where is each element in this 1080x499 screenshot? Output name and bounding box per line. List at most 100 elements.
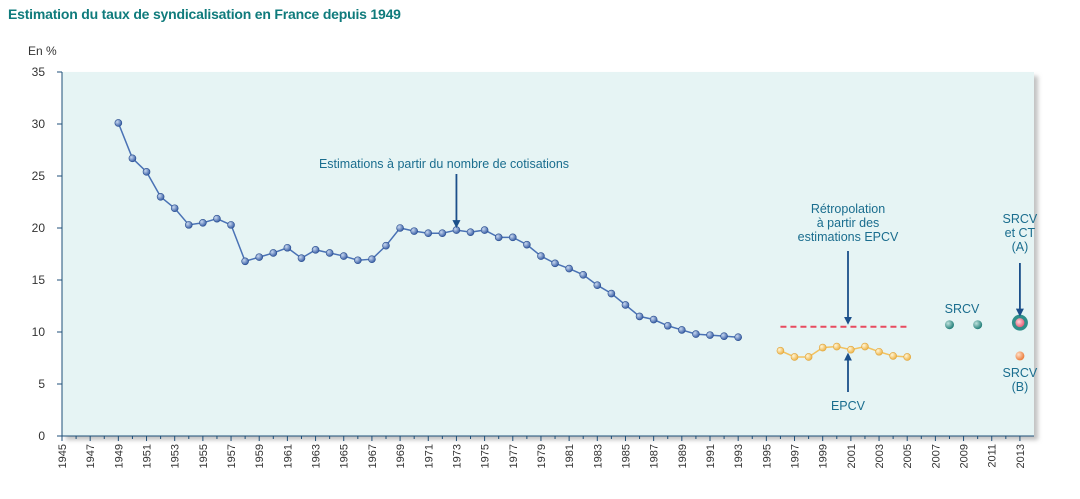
- x-tick-label: 1993: [733, 444, 745, 468]
- cotisations-point: [593, 281, 602, 290]
- epcv-point: [861, 342, 869, 351]
- epcv-point: [889, 352, 897, 360]
- cotisations-point: [184, 221, 193, 229]
- cotisations-point: [607, 289, 616, 298]
- y-tick-label: 25: [32, 169, 46, 183]
- cotisations-point: [170, 204, 179, 213]
- cotisations-point: [480, 226, 489, 234]
- cotisations-point: [452, 226, 461, 234]
- x-tick-label: 1975: [480, 444, 492, 468]
- annotation-srcv-ct-a: SRCV: [1003, 212, 1038, 226]
- x-tick-label: 1951: [142, 444, 154, 468]
- x-tick-label: 2011: [987, 444, 999, 468]
- x-tick-label: 1971: [423, 444, 435, 468]
- srcv-point: [944, 320, 954, 330]
- y-axis-label: En %: [28, 44, 57, 58]
- epcv-point: [818, 343, 827, 352]
- cotisations-point: [283, 243, 292, 252]
- y-tick-label: 0: [38, 429, 45, 443]
- axes: En % 0 5 10 15 20 25 30 35 1945 1947 1949 1951 1953 19…: [28, 44, 1034, 468]
- series: [114, 119, 1028, 361]
- plot-area: [62, 72, 1034, 436]
- x-tick-label: 1973: [451, 444, 463, 468]
- epcv-point: [776, 346, 785, 355]
- cotisations-point: [678, 326, 686, 334]
- cotisations-point: [311, 246, 320, 254]
- cotisations-point: [720, 332, 728, 340]
- cotisations-point: [551, 259, 559, 268]
- x-tick-label: 1989: [677, 444, 689, 468]
- cotisations-point: [706, 331, 714, 339]
- x-tick-label: 1991: [705, 444, 717, 468]
- cotisations-point: [692, 330, 700, 338]
- cotisations-point: [424, 229, 433, 237]
- cotisations-point: [142, 168, 151, 176]
- cotisations-point: [466, 228, 475, 236]
- cotisations-point: [325, 249, 334, 257]
- x-tick-label: 1999: [818, 444, 830, 468]
- cotisations-point: [368, 255, 376, 264]
- x-tick-label: 1983: [592, 444, 604, 468]
- cotisations-point: [382, 241, 390, 250]
- cotisations-point: [297, 254, 306, 262]
- x-tick-label: 1959: [254, 444, 266, 468]
- epcv-point: [875, 347, 883, 356]
- x-tick-label: 1997: [790, 444, 802, 468]
- x-tick-label: 1961: [282, 444, 294, 468]
- y-tick-label: 30: [32, 117, 46, 131]
- cotisations-point: [635, 312, 644, 321]
- cotisations-point: [255, 253, 264, 261]
- cotisations-point: [128, 154, 137, 163]
- annotation-retropolation: à partir des: [817, 216, 880, 230]
- cotisations-point: [621, 301, 630, 309]
- x-tick-label: 2009: [959, 444, 971, 468]
- y-tick-label: 15: [32, 273, 46, 287]
- x-tick-label: 2005: [902, 444, 914, 468]
- x-tick-label: 1979: [536, 444, 548, 468]
- cotisations-point: [438, 229, 447, 237]
- annotation-retropolation: estimations EPCV: [798, 230, 899, 244]
- x-tick-label: 2001: [846, 444, 858, 468]
- cotisations-point: [537, 252, 545, 260]
- epcv-point: [903, 353, 912, 361]
- x-tick-label: 1953: [170, 444, 182, 468]
- cotisations-point: [156, 193, 165, 201]
- cotisations-point: [410, 227, 418, 235]
- epcv-point: [847, 345, 855, 354]
- cotisations-point: [241, 257, 249, 266]
- cotisations-point: [114, 119, 123, 127]
- x-tick-label: 1969: [395, 444, 407, 468]
- srcv-ct-a-point: [1015, 318, 1025, 328]
- cotisations-point: [579, 270, 588, 279]
- cotisations-point: [269, 249, 278, 257]
- epcv-point: [790, 353, 799, 361]
- x-tick-label: 1945: [57, 444, 69, 468]
- srcv-point: [973, 320, 983, 330]
- annotation-srcv: SRCV: [945, 302, 980, 316]
- x-tick-label: 2007: [930, 444, 942, 468]
- y-tick-label: 35: [32, 65, 46, 79]
- epcv-point: [832, 342, 841, 351]
- cotisations-point: [523, 240, 531, 249]
- y-tick-label: 20: [32, 221, 46, 235]
- cotisations-point: [354, 256, 362, 265]
- x-tick-label: 1955: [198, 444, 210, 468]
- annotation-srcv-b: (B): [1012, 380, 1029, 394]
- x-tick-label: 1947: [85, 444, 97, 468]
- epcv-line: [780, 345, 908, 358]
- x-tick-label: 2003: [874, 444, 886, 468]
- y-tick-label: 10: [32, 325, 46, 339]
- x-tick-label: 2013: [1015, 444, 1027, 468]
- annotation-srcv-ct-a: (A): [1012, 240, 1029, 254]
- cotisations-point: [339, 252, 348, 260]
- cotisations-point: [663, 321, 672, 330]
- annotation-epcv: EPCV: [831, 399, 866, 413]
- cotisations-point: [649, 315, 658, 324]
- cotisations-point: [227, 221, 235, 229]
- x-tick-label: 1985: [620, 444, 632, 468]
- cotisations-point: [199, 219, 207, 227]
- y-tick-label: 5: [38, 377, 45, 391]
- cotisations-point: [213, 214, 221, 223]
- x-tick-label: 1963: [311, 444, 323, 468]
